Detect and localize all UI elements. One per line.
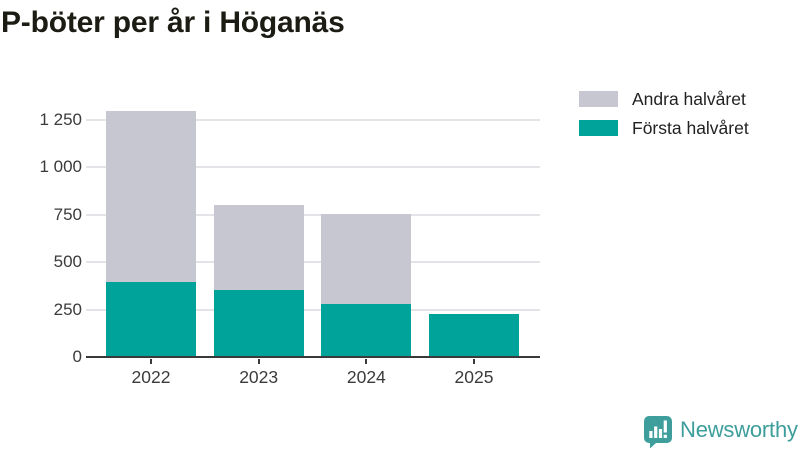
y-tick-250 [86,308,97,311]
gridline-750 [97,213,540,216]
page-title: P-böter per år i Höganäs [1,6,345,39]
y-axis-label: 0 [72,347,82,366]
legend-item-andra-halvaret: Andra halvåret [579,88,749,109]
bar-segment-2022-första-halvåret [106,281,196,357]
x-tick-2023 [257,359,260,364]
y-tick-1250 [86,118,97,121]
y-tick-500 [86,261,97,263]
bar-segment-2023-första-halvåret [213,289,304,357]
x-axis-label: 2022 [131,367,171,387]
gridline-250 [97,308,540,311]
brand-name: Newsworthy [680,417,798,442]
y-tick-1000 [86,166,97,168]
chart-legend: Andra halvåret Första halvåret [579,88,749,149]
y-axis-label: 500 [53,252,82,271]
y-axis-label: 250 [53,299,82,319]
x-axis-label: 2024 [346,367,386,387]
newsworthy-chart-speech-bubble-icon [644,416,672,448]
y-tick-750 [86,213,97,216]
gridline-500 [97,261,540,263]
bar-segment-2025-första-halvåret [429,314,519,357]
legend-swatch-teal [579,120,618,136]
legend-item-forsta-halvaret: Första halvåret [579,117,749,138]
legend-label: Första halvåret [632,117,749,138]
bar-segment-2024-första-halvåret [321,303,412,357]
y-axis-label: 1 000 [39,157,82,176]
x-tick-2025 [473,359,475,364]
chart-plot-area: 0 250 500 750 1 000 1 250 2022 2023 2024 2025 [39,85,540,387]
legend-swatch-gray [579,91,618,107]
gridline-1000 [97,166,540,168]
bar-segment-2023-andra-halvåret [213,205,304,290]
x-tick-2022 [150,359,152,364]
bar-segment-2022-andra-halvåret [106,110,196,282]
x-axis-line [86,356,540,358]
legend-label: Andra halvåret [632,88,746,109]
y-axis-label: 750 [53,204,82,224]
x-axis-label: 2025 [454,367,494,387]
x-tick-2024 [365,359,368,364]
y-axis-label: 1 250 [39,109,82,129]
bar-segment-2024-andra-halvåret [321,213,412,304]
x-axis-label: 2023 [239,367,279,387]
newsworthy-logo: Newsworthy [643,412,798,448]
gridline-1250 [97,118,540,121]
